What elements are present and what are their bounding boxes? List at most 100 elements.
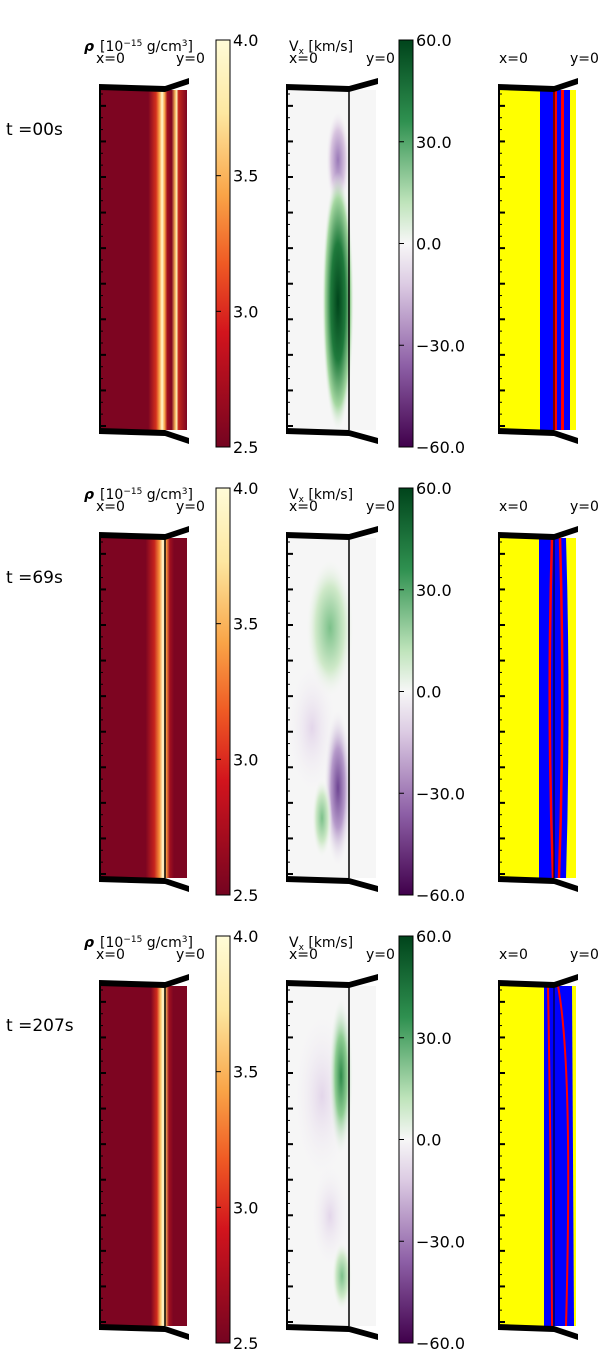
mask-boundary [547, 985, 553, 1327]
frame-top-right [554, 526, 578, 540]
density-symbol: ρ [84, 487, 94, 503]
vx-colorbar-label: 0.0 [416, 683, 441, 702]
frame-bottom-right [554, 878, 578, 892]
density-exponent: −15 [123, 935, 142, 945]
density-unit-close: ] [187, 935, 192, 951]
y0-label: y=0 [176, 947, 205, 963]
density-colorbar [215, 935, 231, 1344]
frame-top-left [99, 84, 165, 92]
frame-top-right [349, 78, 378, 92]
x0-label: x=0 [96, 947, 125, 963]
density-colorbar-label: 3.5 [233, 1063, 258, 1082]
frame-bottom-right [349, 878, 378, 892]
density-cube: 3 [182, 487, 188, 497]
vx-sub: x [299, 47, 305, 57]
density-symbol: ρ [84, 935, 94, 951]
vx-v: V [289, 39, 299, 55]
density-title: ρ [10−15 g/cm3] [84, 39, 193, 55]
x0-label: x=0 [289, 51, 318, 67]
frame-top-left [498, 980, 554, 988]
density-title: ρ [10−15 g/cm3] [84, 935, 193, 951]
frame-top-left [286, 84, 349, 92]
vx-colorbar-label: 30.0 [416, 133, 452, 152]
density-unit: g/cm [142, 487, 181, 503]
frame-top-right [554, 974, 578, 988]
x0-label: x=0 [499, 499, 528, 515]
frame-top-left [286, 980, 349, 988]
density-unit-close: ] [187, 39, 192, 55]
x0-label: x=0 [499, 51, 528, 67]
density-colorbar [215, 39, 231, 448]
time-label: t =69s [6, 568, 63, 588]
y0-label: y=0 [176, 51, 205, 67]
frame-bottom-right [349, 1326, 378, 1340]
y0-label: y=0 [570, 499, 599, 515]
frame-bottom-left [99, 876, 165, 884]
density-colorbar-label: 3.0 [233, 1198, 258, 1217]
vx-colorbar-label: 30.0 [416, 1029, 452, 1048]
density-colorbar-label: 3.0 [233, 302, 258, 321]
frame-top-left [99, 532, 165, 540]
frame-bottom-left [99, 428, 165, 436]
vx-pos-region [322, 172, 354, 432]
frame-top-left [286, 532, 349, 540]
mask-boundary [557, 985, 570, 1327]
frame-bottom-left [286, 1324, 349, 1332]
mask-boundary [553, 90, 557, 430]
y0-label: y=0 [570, 947, 599, 963]
mask-boundary [561, 90, 564, 430]
density-cube: 3 [182, 39, 188, 49]
density-field [101, 90, 187, 430]
density-colorbar-label: 2.5 [233, 886, 258, 905]
vx-colorbar-label: 60.0 [416, 927, 452, 946]
vx-colorbar-label: 0.0 [416, 1131, 441, 1150]
vx-colorbar-label: 30.0 [416, 581, 452, 600]
vx-sub: x [299, 943, 305, 953]
y0-label: y=0 [176, 499, 205, 515]
density-unit-open: [10 [100, 487, 123, 503]
vx-colorbar-label: 60.0 [416, 479, 452, 498]
y0-label: y=0 [570, 51, 599, 67]
frame-bottom-right [165, 430, 189, 444]
frame-bottom-left [99, 1324, 165, 1332]
density-cube: 3 [182, 935, 188, 945]
density-colorbar-label: 4.0 [233, 31, 258, 50]
vx-sub: x [299, 495, 305, 505]
frame-bottom-right [554, 430, 578, 444]
density-unit: g/cm [142, 935, 181, 951]
density-colorbar-label: 2.5 [233, 1334, 258, 1353]
density-unit-open: [10 [100, 935, 123, 951]
time-label: t =207s [6, 1016, 74, 1036]
density-exponent: −15 [123, 487, 142, 497]
vx-colorbar-label: −30.0 [416, 1232, 465, 1251]
density-unit: g/cm [142, 39, 181, 55]
mask-boundary [557, 537, 564, 879]
x0-label: x=0 [96, 499, 125, 515]
vx-pos-region [312, 778, 332, 858]
row-1: t =00s ρ [10−15 g/cm3] x=0 y=0 4.0 3.5 3.0 2.5 Vx… [6, 31, 599, 457]
vx-title: Vx [km/s] [289, 39, 353, 57]
x0-label: x=0 [289, 947, 318, 963]
x0-label: x=0 [499, 947, 528, 963]
density-colorbar-label: 4.0 [233, 479, 258, 498]
frame-bottom-right [554, 1326, 578, 1340]
density-field [101, 538, 187, 878]
vx-colorbar-label: 0.0 [416, 235, 441, 254]
mask-boundary [548, 537, 555, 879]
frame-top-right [165, 974, 189, 988]
row-2: t =69s ρ [10−15 g/cm3] x=0 y=0 4.0 3.5 3.0 2.5 Vx… [6, 479, 599, 905]
frame-top-right [554, 78, 578, 92]
frame-bottom-right [349, 430, 378, 444]
frame-bottom-left [498, 876, 554, 884]
vx-colorbar-label: 60.0 [416, 31, 452, 50]
vx-colorbar-label: −60.0 [416, 438, 465, 457]
density-colorbar-label: 4.0 [233, 927, 258, 946]
density-colorbar-label: 3.0 [233, 750, 258, 769]
frame-top-left [498, 84, 554, 92]
frame-bottom-left [498, 428, 554, 436]
density-unit-close: ] [187, 487, 192, 503]
vx-colorbar-label: −30.0 [416, 336, 465, 355]
y0-label: y=0 [366, 51, 395, 67]
density-exponent: −15 [123, 39, 142, 49]
